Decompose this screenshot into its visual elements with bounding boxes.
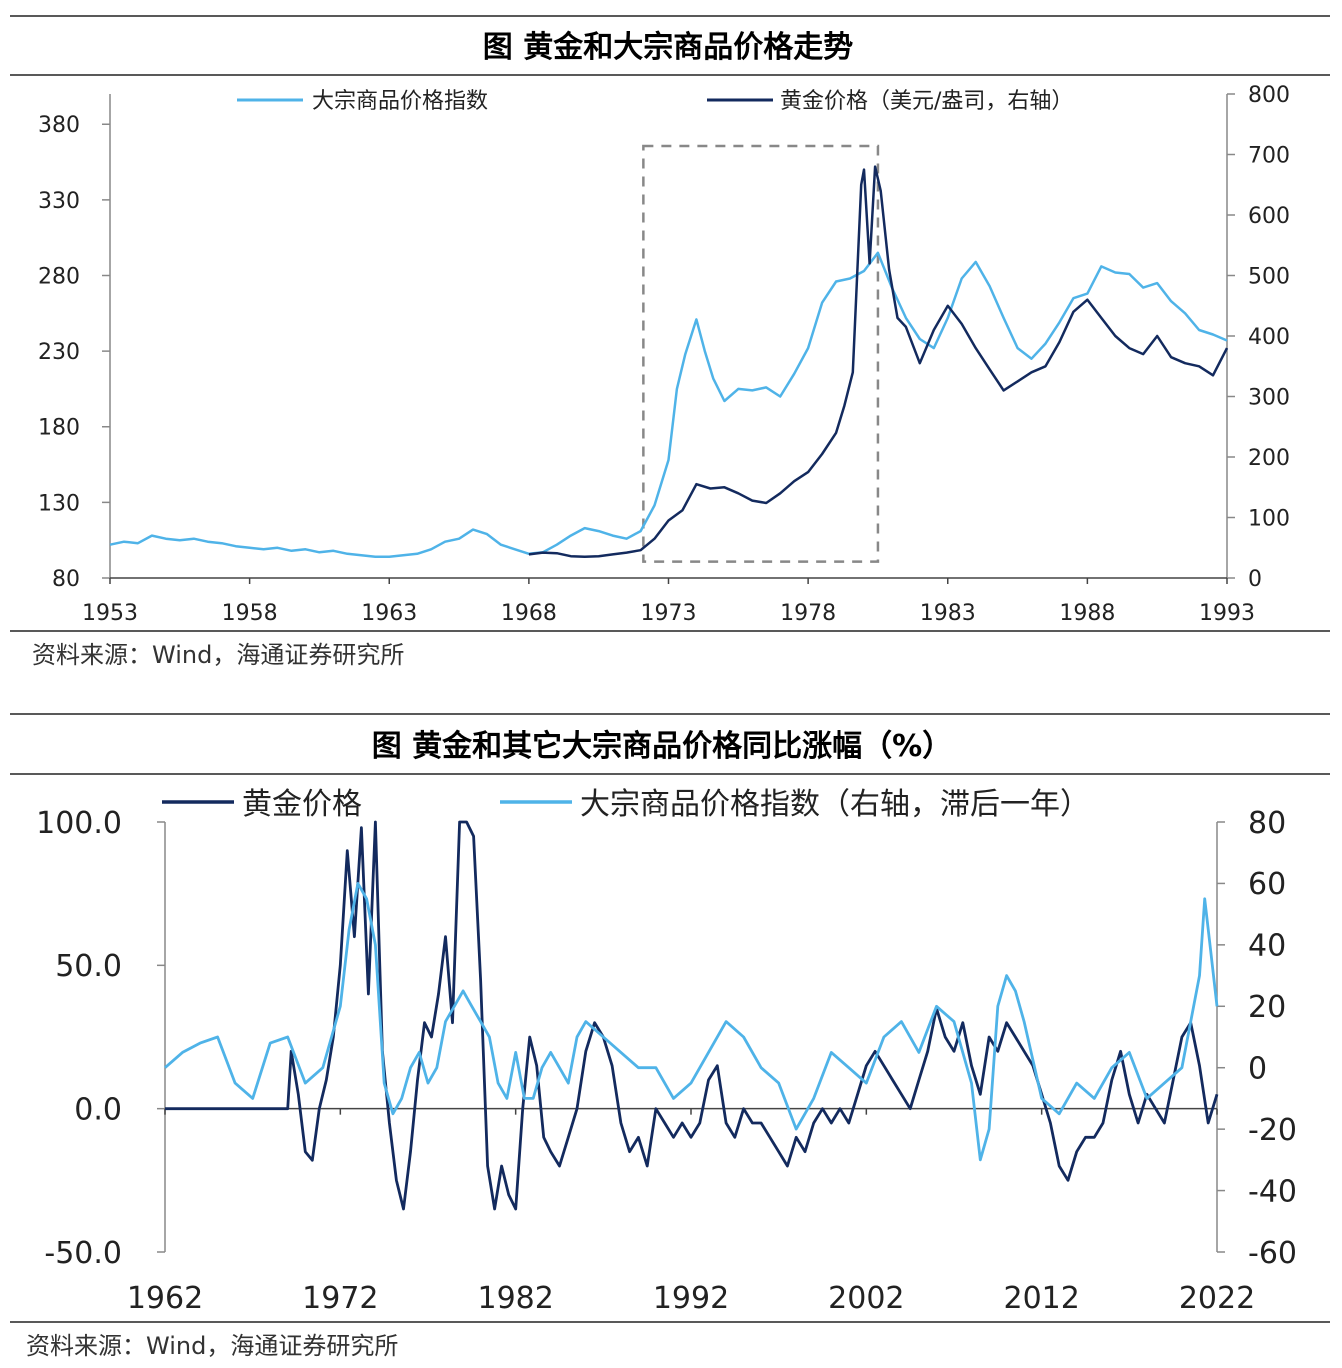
x-tick-label: 1968 [501, 601, 557, 626]
gold-commodity-yoy-chart: 图 黄金和其它大宗商品价格同比涨幅（%） -50.0 0.0 50.0 100.0 -6… [10, 713, 1330, 1360]
right-tick-label: 20 [1248, 990, 1286, 1025]
x-tick-label: 1982 [477, 1281, 553, 1316]
x-tick-label: 1962 [127, 1281, 203, 1316]
right-tick-label: 600 [1248, 204, 1290, 229]
legend-label-gold: 黄金价格 [242, 787, 362, 822]
x-tick-label: 1988 [1059, 601, 1115, 626]
x-tick-label: 1993 [1199, 601, 1255, 626]
x-tick-label: 2002 [828, 1281, 904, 1316]
chart-source: 资料来源：Wind，海通证券研究所 [26, 1332, 398, 1360]
left-tick-label: 330 [38, 189, 80, 214]
right-tick-label: 40 [1248, 929, 1286, 964]
right-tick-label: 100 [1248, 506, 1290, 531]
chart-title: 图 黄金和其它大宗商品价格同比涨幅（%） [372, 729, 953, 764]
legend-label-commodity: 大宗商品价格指数 [312, 89, 488, 114]
x-tick-label: 2012 [1003, 1281, 1079, 1316]
left-tick-label: 130 [38, 491, 80, 516]
right-tick-label: 0 [1248, 567, 1262, 592]
highlight-box [642, 144, 880, 563]
right-tick-label: 80 [1248, 806, 1286, 841]
right-tick-label: 60 [1248, 867, 1286, 902]
left-tick-label: 80 [52, 567, 80, 592]
gold-commodity-price-chart: 图 黄金和大宗商品价格走势 80 130 180 230 280 330 380 0 100 20… [10, 15, 1330, 669]
chart-source: 资料来源：Wind，海通证券研究所 [32, 641, 404, 669]
left-tick-label: 380 [38, 113, 80, 138]
series-line-a [109, 251, 1228, 559]
right-tick-label: 200 [1248, 446, 1290, 471]
left-tick-label: 280 [38, 264, 80, 289]
right-tick-label: -40 [1248, 1174, 1297, 1209]
right-tick-label: 800 [1248, 83, 1290, 108]
series-line-a [165, 820, 1219, 1211]
legend-label-gold: 黄金价格（美元/盎司，右轴） [780, 89, 1073, 114]
right-tick-label: -60 [1248, 1236, 1297, 1271]
chart-title: 图 黄金和大宗商品价格走势 [483, 30, 853, 65]
x-tick-label: 1973 [641, 601, 697, 626]
right-tick-label: 300 [1248, 385, 1290, 410]
series-line-b [528, 165, 1229, 559]
x-tick-label: 1972 [302, 1281, 378, 1316]
left-tick-label: 50.0 [55, 949, 122, 984]
left-tick-label: 0.0 [74, 1092, 122, 1127]
left-tick-label: 100.0 [36, 806, 122, 841]
right-tick-label: -20 [1248, 1113, 1297, 1148]
right-tick-label: 700 [1248, 143, 1290, 168]
series-line-b [164, 881, 1219, 1162]
left-tick-label: 180 [38, 416, 80, 441]
x-tick-label: 1958 [222, 601, 278, 626]
x-tick-label: 1953 [82, 601, 138, 626]
x-tick-label: 1978 [780, 601, 836, 626]
x-tick-label: 2022 [1179, 1281, 1255, 1316]
x-tick-label: 1963 [361, 601, 417, 626]
right-tick-label: 500 [1248, 264, 1290, 289]
left-tick-label: -50.0 [44, 1236, 122, 1271]
x-tick-label: 1992 [653, 1281, 729, 1316]
right-tick-label: 400 [1248, 325, 1290, 350]
x-tick-label: 1983 [920, 601, 976, 626]
right-tick-label: 0 [1248, 1052, 1267, 1087]
legend-label-commodity: 大宗商品价格指数（右轴，滞后一年） [580, 787, 1090, 822]
left-tick-label: 230 [38, 340, 80, 365]
